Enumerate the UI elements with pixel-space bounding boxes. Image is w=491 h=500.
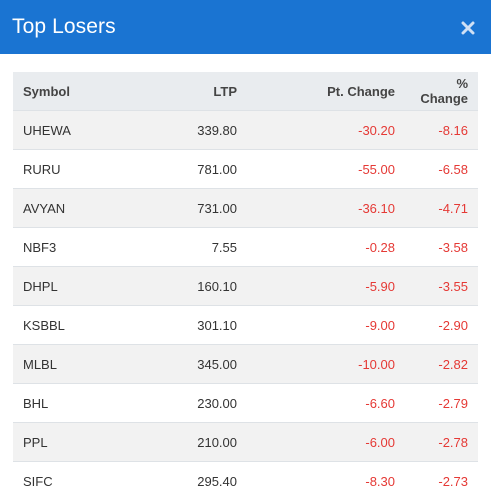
- table-row[interactable]: NBF3 7.55 -0.28 -3.58: [13, 228, 478, 267]
- table-row[interactable]: KSBBL 301.10 -9.00 -2.90: [13, 306, 478, 345]
- cell-ltp: 339.80: [129, 111, 247, 150]
- cell-pt-change: -6.00: [247, 423, 405, 462]
- close-icon[interactable]: [458, 18, 478, 38]
- cell-symbol: MLBL: [13, 345, 129, 384]
- table-row[interactable]: PPL 210.00 -6.00 -2.78: [13, 423, 478, 462]
- cell-pct-change: -3.55: [405, 267, 478, 306]
- cell-ltp: 301.10: [129, 306, 247, 345]
- cell-ltp: 7.55: [129, 228, 247, 267]
- table-row[interactable]: MLBL 345.00 -10.00 -2.82: [13, 345, 478, 384]
- table-row[interactable]: RURU 781.00 -55.00 -6.58: [13, 150, 478, 189]
- header-pct-change[interactable]: % Change: [405, 72, 478, 111]
- cell-pt-change: -10.00: [247, 345, 405, 384]
- cell-pt-change: -30.20: [247, 111, 405, 150]
- cell-symbol: PPL: [13, 423, 129, 462]
- cell-pct-change: -8.16: [405, 111, 478, 150]
- table-row[interactable]: SIFC 295.40 -8.30 -2.73: [13, 462, 478, 500]
- cell-pt-change: -6.60: [247, 384, 405, 423]
- modal-title: Top Losers: [12, 15, 116, 39]
- cell-ltp: 160.10: [129, 267, 247, 306]
- table-header-row: Symbol LTP Pt. Change % Change: [13, 72, 478, 111]
- cell-pt-change: -0.28: [247, 228, 405, 267]
- table-row[interactable]: BHL 230.00 -6.60 -2.79: [13, 384, 478, 423]
- table-row[interactable]: AVYAN 731.00 -36.10 -4.71: [13, 189, 478, 228]
- table-row[interactable]: UHEWA 339.80 -30.20 -8.16: [13, 111, 478, 150]
- cell-ltp: 295.40: [129, 462, 247, 500]
- cell-ltp: 781.00: [129, 150, 247, 189]
- cell-pt-change: -36.10: [247, 189, 405, 228]
- cell-symbol: KSBBL: [13, 306, 129, 345]
- cell-pt-change: -9.00: [247, 306, 405, 345]
- table-row[interactable]: DHPL 160.10 -5.90 -3.55: [13, 267, 478, 306]
- losers-table: Symbol LTP Pt. Change % Change UHEWA 339…: [13, 72, 478, 500]
- cell-pct-change: -2.79: [405, 384, 478, 423]
- cell-symbol: DHPL: [13, 267, 129, 306]
- cell-ltp: 731.00: [129, 189, 247, 228]
- cell-symbol: AVYAN: [13, 189, 129, 228]
- cell-ltp: 345.00: [129, 345, 247, 384]
- close-icon-glyph: [461, 21, 475, 35]
- cell-pct-change: -3.58: [405, 228, 478, 267]
- cell-pct-change: -2.78: [405, 423, 478, 462]
- cell-ltp: 230.00: [129, 384, 247, 423]
- cell-pt-change: -8.30: [247, 462, 405, 500]
- cell-pct-change: -2.73: [405, 462, 478, 500]
- cell-pct-change: -4.71: [405, 189, 478, 228]
- cell-pt-change: -5.90: [247, 267, 405, 306]
- header-symbol[interactable]: Symbol: [13, 72, 129, 111]
- header-pt-change[interactable]: Pt. Change: [247, 72, 405, 111]
- cell-symbol: RURU: [13, 150, 129, 189]
- cell-pct-change: -6.58: [405, 150, 478, 189]
- cell-symbol: BHL: [13, 384, 129, 423]
- modal-header: Top Losers: [0, 0, 491, 54]
- header-ltp[interactable]: LTP: [129, 72, 247, 111]
- losers-table-container: Symbol LTP Pt. Change % Change UHEWA 339…: [13, 72, 478, 500]
- cell-pct-change: -2.82: [405, 345, 478, 384]
- cell-symbol: SIFC: [13, 462, 129, 500]
- cell-symbol: UHEWA: [13, 111, 129, 150]
- cell-ltp: 210.00: [129, 423, 247, 462]
- cell-pct-change: -2.90: [405, 306, 478, 345]
- cell-symbol: NBF3: [13, 228, 129, 267]
- cell-pt-change: -55.00: [247, 150, 405, 189]
